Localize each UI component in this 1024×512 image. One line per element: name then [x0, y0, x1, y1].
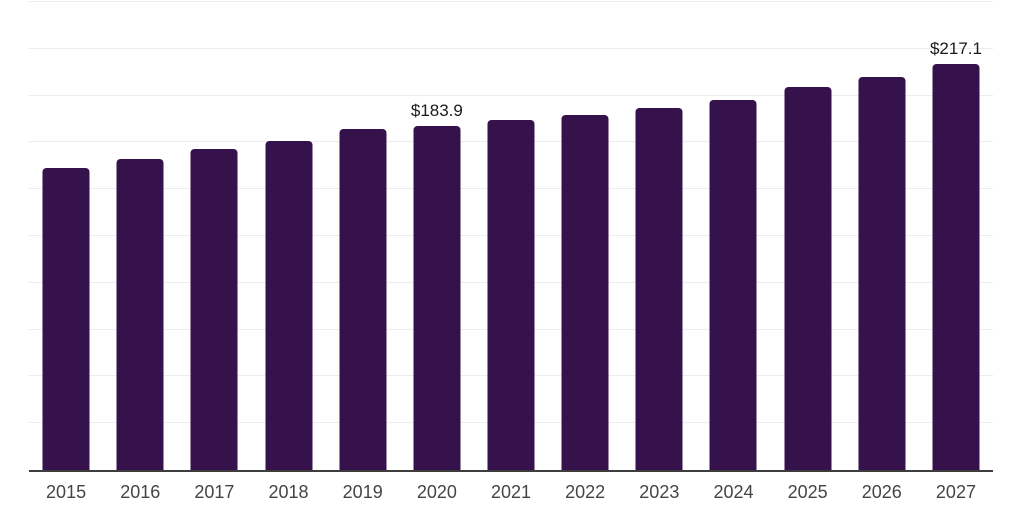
x-axis-label-2019: 2019 — [342, 482, 383, 502]
bar-group-2026 — [845, 2, 919, 470]
bar-group-2015 — [29, 2, 103, 470]
bar-group-2019 — [326, 2, 400, 470]
bar-2025 — [784, 87, 832, 470]
gridline — [29, 94, 993, 96]
bar-2026 — [858, 76, 906, 470]
bar-group-2018 — [251, 2, 325, 470]
x-axis-label-2022: 2022 — [565, 482, 606, 502]
x-axis-label-2027: 2027 — [935, 482, 976, 502]
bar-2017 — [190, 149, 238, 470]
x-axis-label-2025: 2025 — [787, 482, 828, 502]
bar-group-2027: $217.1 — [919, 2, 993, 470]
bar-group-2022 — [548, 2, 622, 470]
gridline — [29, 1, 993, 2]
gridline — [29, 47, 993, 49]
x-axis-label-2021: 2021 — [490, 482, 532, 502]
bar-2019 — [339, 128, 387, 470]
bar-series: $183.9 $217.1 — [29, 2, 993, 470]
x-axis-label-2015: 2015 — [46, 482, 87, 502]
bar-group-2025 — [771, 2, 845, 470]
bar-value-label-2020: $183.9 — [410, 100, 463, 120]
bar-group-2017 — [177, 2, 251, 470]
bar-2018 — [265, 140, 313, 470]
x-axis-label-2016: 2016 — [120, 482, 161, 502]
bar-2021 — [487, 119, 535, 470]
bar-group-2020: $183.9 — [400, 2, 474, 470]
bar-2024 — [709, 100, 757, 470]
bar-2022 — [561, 115, 609, 470]
x-axis-label-2024: 2024 — [713, 482, 754, 502]
x-axis-label-2017: 2017 — [194, 482, 235, 502]
x-axis-label-2026: 2026 — [861, 482, 902, 502]
bar-group-2016 — [103, 2, 177, 470]
x-axis-label-2020: 2020 — [416, 482, 457, 502]
bar-group-2023 — [622, 2, 696, 470]
bar-2027 — [932, 63, 980, 470]
bar-2023 — [635, 108, 683, 470]
bar-2020 — [413, 125, 461, 470]
x-axis: 2015 2016 2017 2018 2019 2020 2021 2022 2023 2024… — [29, 482, 993, 503]
bar-2015 — [42, 167, 90, 470]
bar-2016 — [116, 159, 164, 470]
bar-value-label-2027: $217.1 — [929, 38, 982, 58]
plot-area: $183.9 $217.1 — [29, 1, 993, 472]
bar-group-2021 — [474, 2, 548, 470]
x-axis-label-2018: 2018 — [268, 482, 309, 502]
x-axis-label-2023: 2023 — [639, 482, 680, 502]
bar-group-2024 — [696, 2, 770, 470]
